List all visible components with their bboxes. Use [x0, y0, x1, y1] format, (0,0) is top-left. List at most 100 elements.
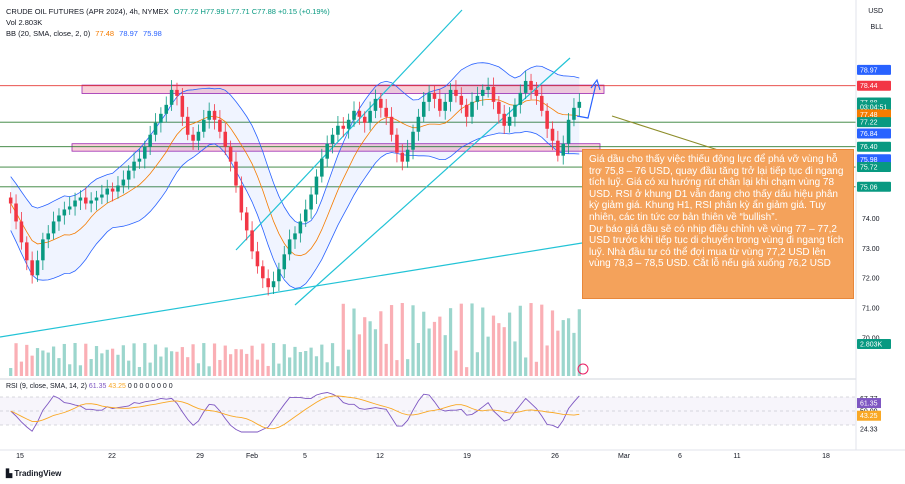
- candle-body[interactable]: [486, 86, 490, 90]
- candle-body[interactable]: [137, 158, 142, 162]
- candle-body[interactable]: [218, 119, 222, 132]
- rsi-ma-line[interactable]: [10, 395, 580, 430]
- candle-body[interactable]: [368, 110, 372, 123]
- candle-body[interactable]: [143, 146, 147, 159]
- candle-body[interactable]: [51, 221, 56, 234]
- candle-body[interactable]: [513, 104, 517, 117]
- candle-body[interactable]: [357, 110, 362, 117]
- candle-body[interactable]: [46, 233, 51, 240]
- candle-body[interactable]: [405, 149, 410, 162]
- candle-body[interactable]: [491, 86, 496, 102]
- candle-body[interactable]: [352, 110, 356, 120]
- candle-body[interactable]: [298, 221, 303, 234]
- candle-body[interactable]: [169, 89, 174, 105]
- candle-body[interactable]: [346, 119, 351, 129]
- candle-body[interactable]: [78, 197, 83, 201]
- candle-body[interactable]: [110, 188, 115, 192]
- candle-body[interactable]: [459, 95, 464, 105]
- candle-body[interactable]: [57, 215, 61, 222]
- candle-body[interactable]: [566, 119, 571, 144]
- candle-body[interactable]: [534, 89, 539, 96]
- candle-body[interactable]: [153, 122, 158, 135]
- candle-body[interactable]: [121, 179, 126, 186]
- candle-body[interactable]: [411, 131, 415, 150]
- candle-body[interactable]: [62, 209, 67, 216]
- unit-button[interactable]: BLL: [870, 24, 883, 31]
- candle-body[interactable]: [191, 134, 195, 141]
- candle-body[interactable]: [556, 140, 560, 156]
- candle-body[interactable]: [539, 95, 544, 111]
- rsi-line[interactable]: [10, 392, 580, 433]
- candle-body[interactable]: [132, 161, 136, 171]
- alert-icon[interactable]: [577, 363, 589, 375]
- candle-body[interactable]: [507, 116, 512, 126]
- candle-body[interactable]: [577, 101, 582, 108]
- candle-body[interactable]: [234, 161, 238, 186]
- candle-body[interactable]: [196, 131, 201, 141]
- candle-body[interactable]: [320, 158, 324, 177]
- candle-body[interactable]: [384, 107, 388, 117]
- candle-body[interactable]: [287, 239, 292, 255]
- candle-body[interactable]: [561, 143, 565, 156]
- candle-body[interactable]: [239, 185, 244, 213]
- candle-body[interactable]: [438, 98, 442, 111]
- candle-body[interactable]: [432, 92, 437, 99]
- candle-body[interactable]: [202, 119, 206, 132]
- candle-body[interactable]: [475, 95, 480, 102]
- candle-body[interactable]: [14, 203, 18, 222]
- candle-body[interactable]: [454, 89, 458, 96]
- candle-body[interactable]: [545, 110, 549, 129]
- resistance-zone[interactable]: [81, 84, 605, 94]
- tradingview-logo[interactable]: ▙ TradingView: [6, 469, 61, 478]
- bb-label[interactable]: BB (20, SMA, close, 2, 0): [6, 29, 91, 38]
- candle-body[interactable]: [395, 134, 399, 153]
- candle-body[interactable]: [497, 101, 501, 114]
- candle-body[interactable]: [416, 116, 421, 132]
- candle-body[interactable]: [421, 101, 426, 117]
- candle-body[interactable]: [277, 269, 281, 282]
- candle-body[interactable]: [116, 185, 120, 192]
- candle-body[interactable]: [19, 221, 24, 243]
- candle-body[interactable]: [164, 104, 169, 114]
- candle-body[interactable]: [175, 89, 179, 96]
- candle-body[interactable]: [35, 260, 40, 276]
- candle-body[interactable]: [73, 200, 77, 207]
- candle-body[interactable]: [502, 113, 506, 126]
- candle-body[interactable]: [373, 98, 378, 111]
- candle-body[interactable]: [207, 110, 211, 120]
- candle-body[interactable]: [480, 89, 485, 96]
- candle-body[interactable]: [41, 239, 45, 261]
- candle-body[interactable]: [325, 143, 329, 159]
- candle-body[interactable]: [523, 80, 528, 93]
- candle-body[interactable]: [266, 278, 270, 288]
- candle-body[interactable]: [400, 152, 405, 162]
- candle-body[interactable]: [261, 266, 265, 279]
- candle-body[interactable]: [223, 131, 228, 147]
- candle-body[interactable]: [282, 254, 287, 270]
- candle-body[interactable]: [94, 197, 99, 201]
- candle-body[interactable]: [8, 197, 13, 204]
- candle-body[interactable]: [89, 200, 93, 204]
- candle-body[interactable]: [185, 116, 190, 135]
- candle-body[interactable]: [67, 206, 72, 210]
- candle-body[interactable]: [314, 176, 319, 195]
- bb-upper-line[interactable]: [10, 62, 580, 225]
- bb-basis-line[interactable]: [10, 98, 580, 257]
- volume-label[interactable]: Vol 2.803K: [6, 18, 43, 27]
- candle-body[interactable]: [293, 233, 297, 240]
- candle-body[interactable]: [180, 95, 185, 117]
- candle-body[interactable]: [379, 98, 383, 108]
- candle-body[interactable]: [255, 251, 260, 267]
- candle-body[interactable]: [100, 194, 104, 198]
- candle-body[interactable]: [84, 197, 88, 204]
- candle-body[interactable]: [362, 116, 367, 123]
- candle-body[interactable]: [330, 134, 335, 144]
- candle-body[interactable]: [464, 104, 469, 117]
- candle-body[interactable]: [126, 170, 131, 180]
- candle-body[interactable]: [309, 194, 313, 210]
- candle-body[interactable]: [341, 125, 346, 129]
- candle-body[interactable]: [448, 89, 453, 102]
- rsi-label[interactable]: RSI (9, close, SMA, 14, 2): [6, 383, 87, 390]
- candle-body[interactable]: [550, 128, 555, 141]
